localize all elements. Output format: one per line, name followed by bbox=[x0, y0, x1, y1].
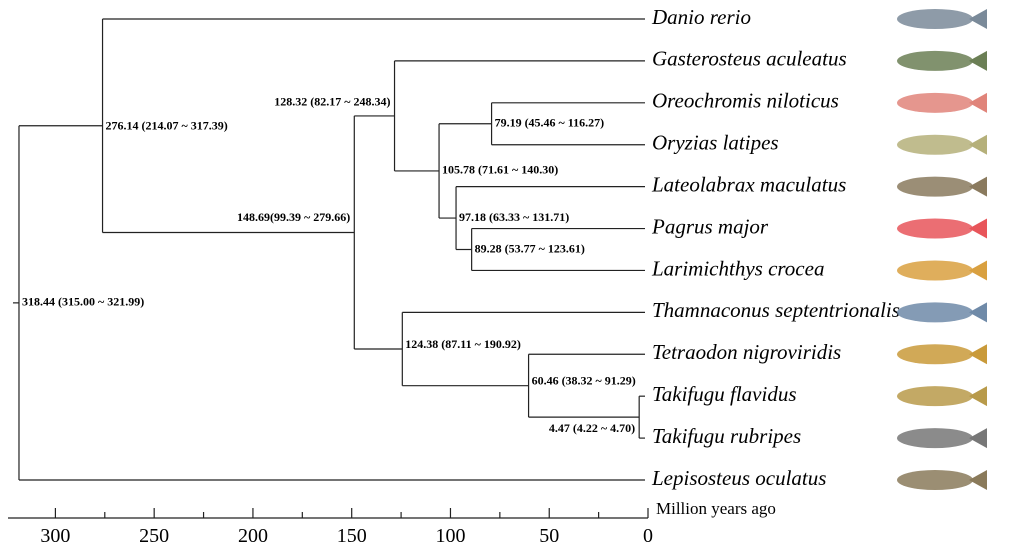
taxon-label: Larimichthys crocea bbox=[651, 256, 824, 280]
axis-label: Million years ago bbox=[656, 499, 776, 518]
taxon-label: Takifugu rubripes bbox=[652, 424, 801, 448]
node-age-label: 124.38 (87.11 ~ 190.92) bbox=[405, 337, 521, 351]
fish-icon bbox=[897, 219, 973, 239]
taxon-label: Oreochromis niloticus bbox=[652, 89, 839, 113]
phylogeny: Million years ago 300 250 200 150 100 50 0 Dani… bbox=[0, 0, 1017, 547]
fish-icon bbox=[897, 386, 973, 406]
fish-icon bbox=[897, 9, 973, 29]
node-age-label: 97.18 (63.33 ~ 131.71) bbox=[459, 210, 569, 224]
node-age-label: 60.46 (38.32 ~ 91.29) bbox=[532, 373, 636, 387]
node-age-label: 4.47 (4.22 ~ 4.70) bbox=[549, 421, 635, 435]
taxon-label: Gasterosteus aculeatus bbox=[652, 47, 847, 71]
fish-icon bbox=[897, 260, 973, 280]
fish-tail bbox=[969, 428, 987, 448]
fish-icon bbox=[897, 470, 973, 490]
taxon-label: Takifugu flavidus bbox=[652, 382, 797, 406]
fish-icon bbox=[897, 51, 973, 71]
x-tick-label: 300 bbox=[40, 525, 70, 547]
x-tick-label: 100 bbox=[435, 525, 465, 547]
x-tick-label: 50 bbox=[539, 525, 559, 547]
x-tick-label: 250 bbox=[139, 525, 169, 547]
fish-icon bbox=[897, 428, 973, 448]
fish-tail bbox=[969, 344, 987, 364]
fish-tail bbox=[969, 135, 987, 155]
fish-tail bbox=[969, 260, 987, 280]
node-age-label: 318.44 (315.00 ~ 321.99) bbox=[22, 295, 144, 309]
fish-tail bbox=[969, 386, 987, 406]
node-age-label: 79.19 (45.46 ~ 116.27) bbox=[495, 116, 605, 130]
taxon-label: Lepisosteus oculatus bbox=[651, 466, 826, 490]
taxon-label: Oryzias latipes bbox=[652, 131, 779, 155]
fish-icon bbox=[897, 177, 973, 197]
fish-icon bbox=[897, 302, 973, 322]
taxon-label: Thamnaconus septentrionalis bbox=[652, 298, 900, 322]
node-age-label: 276.14 (214.07 ~ 317.39) bbox=[106, 118, 228, 132]
taxon-label: Danio rerio bbox=[651, 5, 751, 29]
x-tick-label: 200 bbox=[238, 525, 268, 547]
node-age-label: 89.28 (53.77 ~ 123.61) bbox=[475, 241, 585, 255]
x-tick-label: 150 bbox=[337, 525, 367, 547]
fish-icon bbox=[897, 93, 973, 113]
node-age-label: 128.32 (82.17 ~ 248.34) bbox=[274, 95, 390, 109]
fish-tail bbox=[969, 51, 987, 71]
fish-tail bbox=[969, 93, 987, 113]
fish-tail bbox=[969, 302, 987, 322]
fish-tail bbox=[969, 219, 987, 239]
x-tick-label: 0 bbox=[643, 525, 653, 547]
fish-icon bbox=[897, 344, 973, 364]
fish-icon bbox=[897, 135, 973, 155]
fish-tail bbox=[969, 470, 987, 490]
node-age-label: 105.78 (71.61 ~ 140.30) bbox=[442, 163, 558, 177]
node-age-label: 148.69(99.39 ~ 279.66) bbox=[237, 210, 350, 224]
fish-tail bbox=[969, 9, 987, 29]
taxon-label: Lateolabrax maculatus bbox=[651, 172, 846, 196]
fish-tail bbox=[969, 177, 987, 197]
taxon-label: Pagrus major bbox=[651, 214, 769, 238]
taxon-label: Tetraodon nigroviridis bbox=[652, 340, 841, 364]
